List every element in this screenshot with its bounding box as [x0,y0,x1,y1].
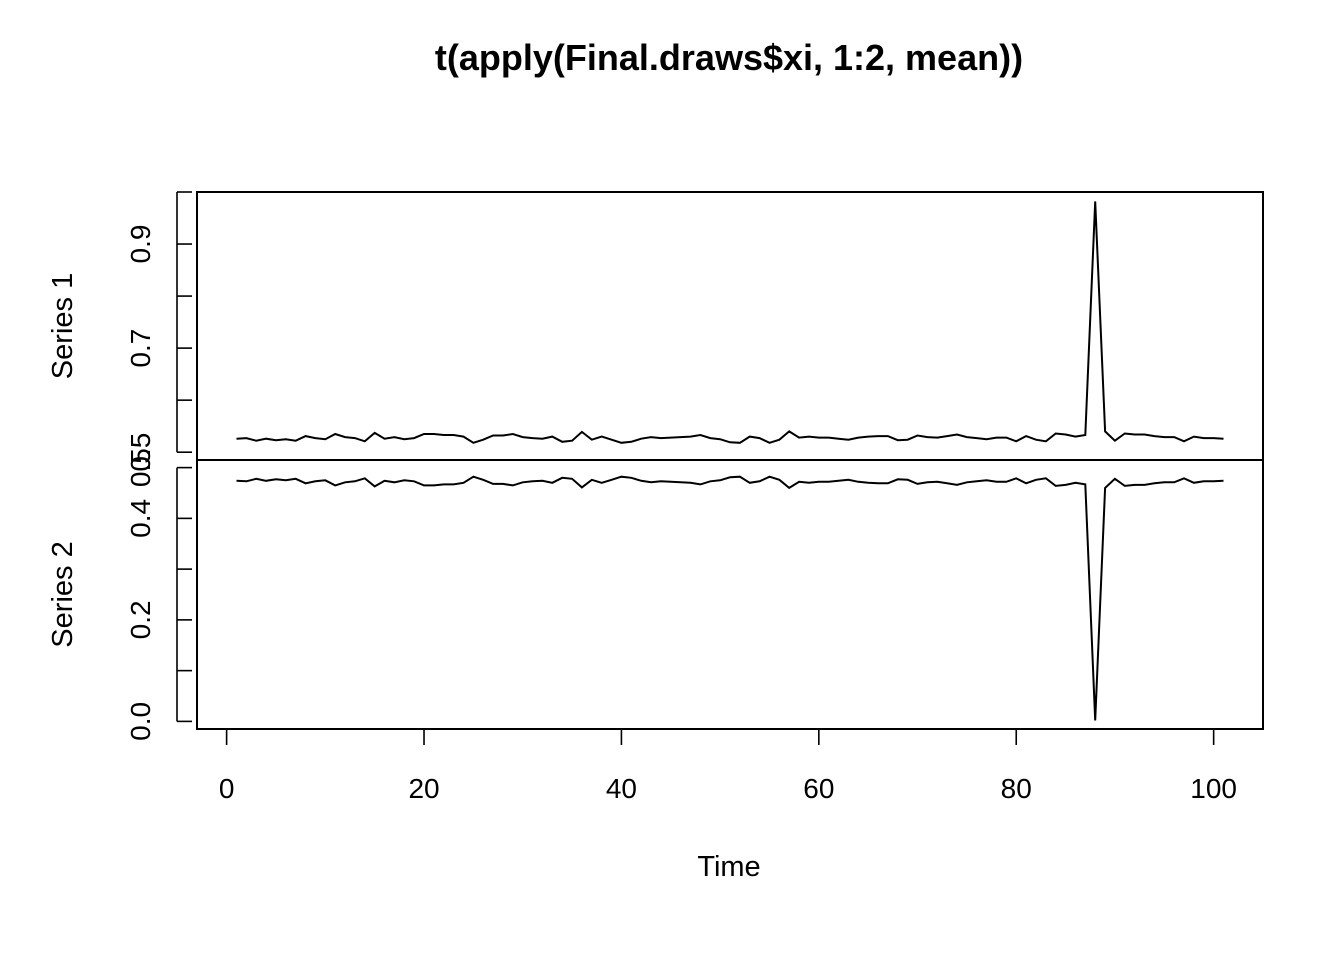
x-axis-label: Time [697,851,760,883]
series-line-1 [236,201,1224,444]
x-tick-label: 0 [219,773,235,804]
x-tick-label: 20 [408,773,439,804]
y-tick-label: 0.0 [125,702,156,741]
panel-frame [196,459,1264,730]
y-tick-label: 0.5 [125,433,156,472]
panel-frame [196,191,1264,461]
series-y-label: Series 1 [47,273,79,379]
x-tick-label: 40 [606,773,637,804]
y-tick-label: 0.4 [125,499,156,538]
x-tick-label: 60 [803,773,834,804]
x-tick-label: 80 [1001,773,1032,804]
series-y-label: Series 2 [47,541,79,647]
panel-series-2: 0.0 0.2 0.4 0.5 Series 2 [47,448,1264,741]
series-line-2 [236,475,1224,721]
y-tick-label: 0.9 [125,225,156,264]
y-tick-label: 0.7 [125,329,156,368]
x-tick-label: 100 [1190,773,1237,804]
panel-series-1: 0.5 0.7 0.9 Series 1 [47,191,1264,472]
chart-title: t(apply(Final.draws$xi, 1:2, mean)) [435,37,1023,78]
y-tick-label: 0.5 [125,448,156,487]
y-tick-label: 0.2 [125,600,156,639]
